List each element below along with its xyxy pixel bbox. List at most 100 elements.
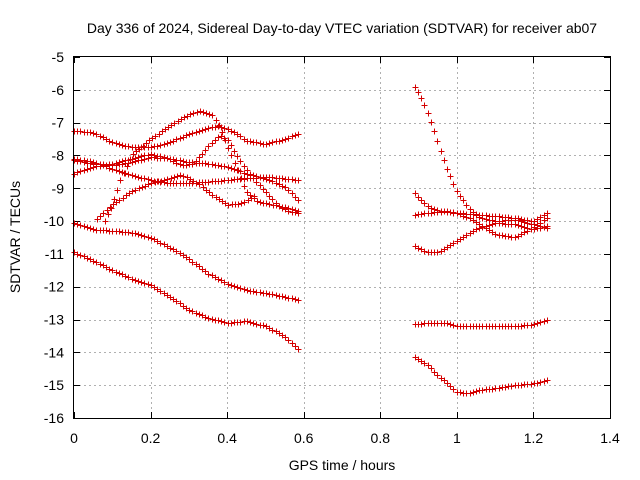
data-point: [285, 135, 292, 142]
data-point: [447, 321, 454, 328]
data-point: [186, 131, 193, 138]
data-point: [193, 158, 200, 165]
data-point: [295, 177, 302, 184]
data-point: [438, 148, 445, 155]
data-point: [119, 142, 126, 149]
data-point: [87, 158, 94, 165]
data-point: [228, 128, 235, 135]
data-point: [537, 214, 544, 221]
data-point: [269, 291, 276, 298]
data-point: [116, 228, 123, 235]
data-point: [421, 200, 428, 207]
data-point: [257, 199, 264, 206]
data-point: [125, 229, 132, 236]
data-point: [241, 199, 248, 206]
data-point: [292, 343, 299, 350]
data-point: [260, 186, 267, 193]
data-point: [250, 288, 257, 295]
data-point: [219, 129, 226, 136]
data-point: [434, 249, 441, 256]
data-point: [225, 164, 232, 171]
data-point: [197, 108, 204, 115]
data-point: [244, 318, 251, 325]
data-point: [412, 212, 419, 219]
data-point: [109, 161, 116, 168]
data-point: [544, 215, 551, 222]
data-point: [221, 319, 228, 326]
data-point: [190, 110, 197, 117]
data-point: [508, 383, 515, 390]
data-point: [450, 181, 457, 188]
data-point: [438, 209, 445, 216]
data-point: [209, 316, 216, 323]
data-point: [113, 160, 120, 167]
series-s6: [94, 172, 258, 223]
data-point: [157, 240, 164, 247]
data-point: [518, 216, 525, 223]
data-point: [289, 190, 296, 197]
data-point: [135, 278, 142, 285]
data-point: [228, 177, 235, 184]
data-point: [205, 179, 212, 186]
data-point: [257, 182, 264, 189]
data-point: [434, 138, 441, 145]
data-point: [141, 175, 148, 182]
data-point: [544, 223, 551, 230]
data-point: [515, 215, 522, 222]
data-point: [116, 270, 123, 277]
data-point: [196, 311, 203, 318]
data-point: [228, 320, 235, 327]
x-tick-label: 0.4: [217, 430, 237, 446]
series-s7: [71, 220, 302, 304]
data-point: [269, 139, 276, 146]
data-point: [450, 386, 457, 393]
data-point: [177, 161, 184, 168]
x-tick-label: 0.8: [371, 430, 391, 446]
data-point: [141, 280, 148, 287]
data-point: [74, 251, 81, 258]
data-point: [87, 165, 94, 172]
data-point: [200, 184, 207, 191]
data-point: [218, 178, 225, 185]
data-point: [418, 321, 425, 328]
data-point: [151, 152, 158, 159]
data-point: [253, 139, 260, 146]
data-point: [138, 232, 145, 239]
data-point: [537, 379, 544, 386]
data-point: [206, 189, 213, 196]
data-point: [418, 197, 425, 204]
data-point: [205, 125, 212, 132]
data-point: [444, 208, 451, 215]
data-point: [235, 201, 242, 208]
data-point: [447, 173, 454, 180]
data-point: [148, 151, 155, 158]
data-point: [228, 282, 235, 289]
data-point: [221, 279, 228, 286]
data-point: [117, 177, 124, 184]
data-point: [425, 362, 432, 369]
data-point: [202, 314, 209, 321]
data-point: [295, 131, 302, 138]
data-point: [241, 176, 248, 183]
data-point: [247, 172, 254, 179]
data-point: [250, 320, 257, 327]
data-point: [202, 160, 209, 167]
data-point: [289, 176, 296, 183]
data-point: [247, 138, 254, 145]
data-point: [295, 346, 302, 353]
x-tick-label: 0.6: [294, 430, 314, 446]
data-point: [247, 319, 254, 326]
data-point: [269, 174, 276, 181]
data-point: [221, 125, 228, 132]
data-point: [450, 240, 457, 247]
data-point: [180, 173, 187, 180]
data-point: [428, 210, 435, 217]
data-point: [139, 184, 146, 191]
data-point: [189, 130, 196, 137]
data-point: [152, 133, 159, 140]
data-point: [87, 225, 94, 232]
data-point: [237, 133, 244, 140]
data-point: [541, 378, 548, 385]
data-point: [77, 222, 84, 229]
data-point: [97, 261, 104, 268]
